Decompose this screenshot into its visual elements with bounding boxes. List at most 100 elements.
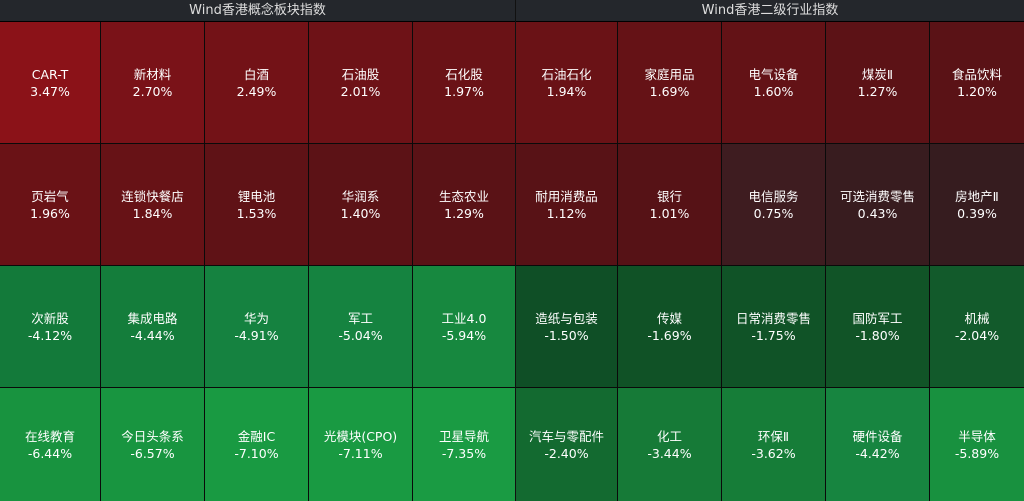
tile-change: 0.39% bbox=[957, 205, 997, 221]
tile[interactable]: 造纸与包装 -1.50% bbox=[516, 266, 617, 387]
tile-name: 传媒 bbox=[656, 310, 682, 326]
tile-change: -5.94% bbox=[441, 327, 487, 343]
tile-name: 耐用消费品 bbox=[535, 188, 598, 204]
tile[interactable]: 光模块(CPO) -7.11% bbox=[309, 388, 412, 501]
tile-change: -7.10% bbox=[234, 445, 279, 461]
panel-title: Wind香港二级行业指数 bbox=[516, 0, 1024, 22]
tile[interactable]: 新材料 2.70% bbox=[101, 22, 204, 143]
tile[interactable]: 在线教育 -6.44% bbox=[0, 388, 100, 501]
tile-name: 页岩气 bbox=[31, 188, 69, 204]
tile-change: -3.62% bbox=[751, 445, 796, 461]
tile-name: 电气设备 bbox=[748, 66, 799, 82]
tile-change: 1.12% bbox=[546, 205, 587, 221]
tile[interactable]: 锂电池 1.53% bbox=[205, 144, 308, 265]
tile[interactable]: 连锁快餐店 1.84% bbox=[101, 144, 204, 265]
tile-change: -4.44% bbox=[130, 327, 175, 343]
tile-change: 1.20% bbox=[957, 83, 997, 99]
tile-change: 2.01% bbox=[340, 83, 381, 99]
tile-name: 环保Ⅱ bbox=[757, 428, 790, 444]
tile[interactable]: 电信服务 0.75% bbox=[722, 144, 825, 265]
tile-change: 1.40% bbox=[340, 205, 381, 221]
tile-name: 机械 bbox=[964, 310, 990, 326]
tile-change: -4.91% bbox=[234, 327, 279, 343]
tile[interactable]: 可选消费零售 0.43% bbox=[826, 144, 929, 265]
tile[interactable]: 化工 -3.44% bbox=[618, 388, 721, 501]
tile[interactable]: 石油石化 1.94% bbox=[516, 22, 617, 143]
tile-change: -2.04% bbox=[954, 327, 1000, 343]
tile[interactable]: 华为 -4.91% bbox=[205, 266, 308, 387]
tile-change: 1.29% bbox=[444, 205, 484, 221]
tile[interactable]: 工业4.0 -5.94% bbox=[413, 266, 515, 387]
panel-title: Wind香港概念板块指数 bbox=[0, 0, 515, 22]
tile[interactable]: 华润系 1.40% bbox=[309, 144, 412, 265]
tile-change: 1.27% bbox=[857, 83, 898, 99]
tile[interactable]: 生态农业 1.29% bbox=[413, 144, 515, 265]
tile[interactable]: 耐用消费品 1.12% bbox=[516, 144, 617, 265]
tile[interactable]: 硬件设备 -4.42% bbox=[826, 388, 929, 501]
tile-name: 电信服务 bbox=[748, 188, 799, 204]
tile-name: 白酒 bbox=[243, 66, 269, 82]
tile[interactable]: 家庭用品 1.69% bbox=[618, 22, 721, 143]
tile[interactable]: 银行 1.01% bbox=[618, 144, 721, 265]
tile[interactable]: 国防军工 -1.80% bbox=[826, 266, 929, 387]
tile-name: 新材料 bbox=[133, 66, 172, 82]
tile[interactable]: 食品饮料 1.20% bbox=[930, 22, 1024, 143]
tile[interactable]: 石油股 2.01% bbox=[309, 22, 412, 143]
tile[interactable]: 煤炭Ⅱ 1.27% bbox=[826, 22, 929, 143]
tile[interactable]: 金融IC -7.10% bbox=[205, 388, 308, 501]
tile-change: 1.94% bbox=[546, 83, 587, 99]
tile-change: 1.84% bbox=[132, 205, 173, 221]
tile-name: 今日头条系 bbox=[121, 428, 184, 444]
tile-change: -1.80% bbox=[855, 327, 900, 343]
tile-change: -3.44% bbox=[647, 445, 692, 461]
tile-name: 半导体 bbox=[958, 428, 996, 444]
tile-change: 0.43% bbox=[857, 205, 898, 221]
tile[interactable]: 机械 -2.04% bbox=[930, 266, 1024, 387]
tile-change: 2.49% bbox=[236, 83, 277, 99]
tile[interactable]: CAR-T 3.47% bbox=[0, 22, 100, 143]
tile[interactable]: 今日头条系 -6.57% bbox=[101, 388, 204, 501]
tile-name: 华为 bbox=[243, 310, 269, 326]
tile-change: -1.75% bbox=[751, 327, 796, 343]
tile[interactable]: 日常消费零售 -1.75% bbox=[722, 266, 825, 387]
tile-name: 家庭用品 bbox=[644, 66, 695, 82]
tile-change: 3.47% bbox=[30, 83, 70, 99]
tile-name: 煤炭Ⅱ bbox=[861, 66, 894, 82]
tile-name: 可选消费零售 bbox=[839, 188, 915, 204]
tile[interactable]: 白酒 2.49% bbox=[205, 22, 308, 143]
tile-name: CAR-T bbox=[31, 66, 69, 82]
tile[interactable]: 集成电路 -4.44% bbox=[101, 266, 204, 387]
tile-change: -7.35% bbox=[441, 445, 487, 461]
tile[interactable]: 军工 -5.04% bbox=[309, 266, 412, 387]
tile-name: 集成电路 bbox=[127, 310, 178, 326]
tile[interactable]: 次新股 -4.12% bbox=[0, 266, 100, 387]
tile-change: -5.04% bbox=[338, 327, 383, 343]
tile[interactable]: 电气设备 1.60% bbox=[722, 22, 825, 143]
tile[interactable]: 传媒 -1.69% bbox=[618, 266, 721, 387]
panel: Wind香港概念板块指数 CAR-T 3.47% 新材料 2.70% 白酒 2.49% 石油… bbox=[0, 0, 515, 501]
tile[interactable]: 石化股 1.97% bbox=[413, 22, 515, 143]
tile-name: 食品饮料 bbox=[951, 66, 1002, 82]
tile-name: 次新股 bbox=[31, 310, 69, 326]
tile-name: 银行 bbox=[656, 188, 682, 204]
tile[interactable]: 环保Ⅱ -3.62% bbox=[722, 388, 825, 501]
tile-name: 华润系 bbox=[341, 188, 380, 204]
tile-change: -1.50% bbox=[544, 327, 589, 343]
tile-name: 在线教育 bbox=[24, 428, 75, 444]
tile-name: 化工 bbox=[656, 428, 682, 444]
tile[interactable]: 汽车与零配件 -2.40% bbox=[516, 388, 617, 501]
tile-change: 2.70% bbox=[132, 83, 173, 99]
tile-name: 日常消费零售 bbox=[735, 310, 811, 326]
tile-change: 1.97% bbox=[444, 83, 484, 99]
tile[interactable]: 半导体 -5.89% bbox=[930, 388, 1024, 501]
tile-name: 光模块(CPO) bbox=[323, 428, 398, 444]
tile[interactable]: 房地产Ⅱ 0.39% bbox=[930, 144, 1024, 265]
tile[interactable]: 卫星导航 -7.35% bbox=[413, 388, 515, 501]
tile[interactable]: 页岩气 1.96% bbox=[0, 144, 100, 265]
tile-name: 石化股 bbox=[445, 66, 483, 82]
tile-change: -1.69% bbox=[647, 327, 692, 343]
tile-change: 0.75% bbox=[753, 205, 794, 221]
tile-name: 硬件设备 bbox=[852, 428, 903, 444]
tile-name: 锂电池 bbox=[237, 188, 276, 204]
